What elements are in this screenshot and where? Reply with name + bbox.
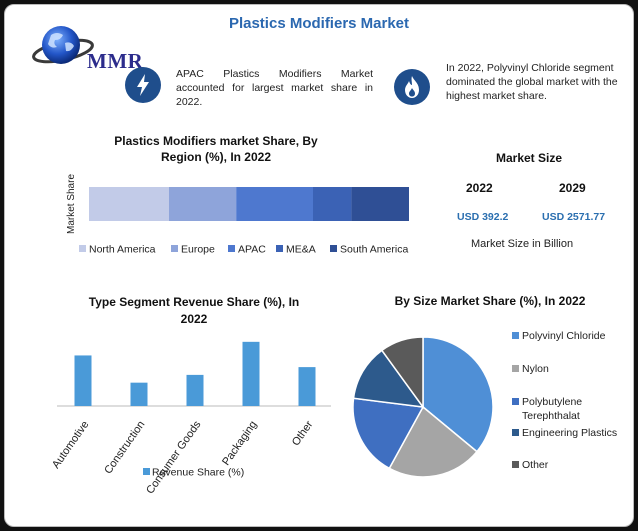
region-legend-label-apac: APAC — [238, 244, 266, 256]
region-legend-label-south-america: South America — [340, 244, 408, 256]
type-legend-label: Revenue Share (%) — [152, 467, 244, 479]
infographic-frame: Plastics Modifiers Market MMR APAC Plast… — [4, 4, 634, 527]
fire-badge — [394, 69, 430, 105]
region-legend-swatch-south-america — [330, 245, 337, 252]
type-bar-automotive — [74, 355, 92, 406]
type-bar-consumer-goods — [186, 374, 204, 406]
size-slice-engineering-plastics — [352, 349, 425, 408]
fact-apac: APAC Plastics Modifiers Market accounted… — [176, 68, 373, 108]
region-chart-title: Plastics Modifiers market Share, By Regi… — [114, 134, 318, 164]
size-legend-swatch-nylon — [512, 365, 519, 372]
type-x-tick-other: Other — [290, 419, 316, 449]
fire-icon — [405, 76, 419, 98]
region-legend-swatch-me-a — [276, 245, 283, 252]
region-legend-label-me-a: ME&A — [286, 244, 316, 256]
type-x-tick-automotive: Automotive — [50, 419, 91, 471]
size-slice-polybutylene-terephthalat — [352, 397, 425, 470]
size-legend-label-polybutylene-terephthalat: Polybutylene Terephthalat — [522, 396, 582, 422]
region-chart: Market Share North America Europe APAC ME&A S… — [66, 174, 409, 256]
region-legend-label-europe: Europe — [181, 244, 215, 256]
size-chart-title: By Size Market Share (%), In 2022 — [394, 294, 586, 308]
size-slice-other — [380, 336, 424, 410]
type-bar-construction — [130, 382, 148, 406]
size-legend-label-other: Other — [522, 459, 549, 471]
market-size-year-2029: 2029 — [559, 181, 586, 195]
size-legend-swatch-polybutylene-terephthalat — [512, 398, 519, 405]
fact-pvc: In 2022, Polyvinyl Chloride segment domi… — [446, 62, 618, 102]
size-legend-label-nylon: Nylon — [522, 363, 549, 375]
size-slice-nylon — [388, 405, 478, 478]
region-legend-swatch-apac — [228, 245, 235, 252]
region-bar-north-america — [89, 187, 169, 221]
size-slice-polyvinyl-chloride — [422, 336, 494, 453]
size-legend-label-polyvinyl-chloride: Polyvinyl Chloride — [522, 330, 606, 342]
market-size-title: Market Size — [495, 151, 563, 165]
size-legend-swatch-engineering-plastics — [512, 429, 519, 436]
region-legend-swatch-europe — [171, 245, 178, 252]
type-x-tick-consumer-goods: Consumer Goods — [144, 418, 204, 496]
type-chart-title: Type Segment Revenue Share (%), In 2022 — [88, 295, 300, 326]
market-size-year-2022: 2022 — [466, 181, 493, 195]
size-chart: Polyvinyl Chloride Nylon Polybutylene Terep… — [352, 330, 617, 478]
type-legend-swatch — [143, 468, 150, 475]
region-bar-apac — [236, 187, 313, 221]
region-legend-swatch-north-america — [79, 245, 86, 252]
globe-icon — [32, 26, 94, 64]
size-legend-label-engineering-plastics: Engineering Plastics — [522, 427, 617, 439]
market-size-value-2022: USD 392.2 — [457, 211, 509, 223]
size-legend-swatch-polyvinyl-chloride — [512, 332, 519, 339]
type-bar-other — [298, 367, 316, 406]
type-bar-packaging — [242, 341, 260, 406]
type-x-tick-construction: Construction — [102, 419, 147, 476]
type-x-tick-packaging: Packaging — [220, 419, 259, 468]
region-bar-europe — [169, 187, 237, 221]
region-y-axis-label: Market Share — [66, 174, 77, 234]
region-bar-south-america — [351, 187, 409, 221]
region-legend-label-north-america: North America — [89, 244, 156, 256]
lightning-icon — [137, 74, 149, 96]
size-legend-swatch-other — [512, 461, 519, 468]
market-size-unit-note: Market Size in Billion — [471, 238, 574, 250]
market-size-value-2029: USD 2571.77 — [542, 211, 606, 223]
lightning-badge — [125, 67, 161, 103]
page-title: Plastics Modifiers Market — [228, 15, 410, 32]
region-bar-me-a — [313, 187, 352, 221]
